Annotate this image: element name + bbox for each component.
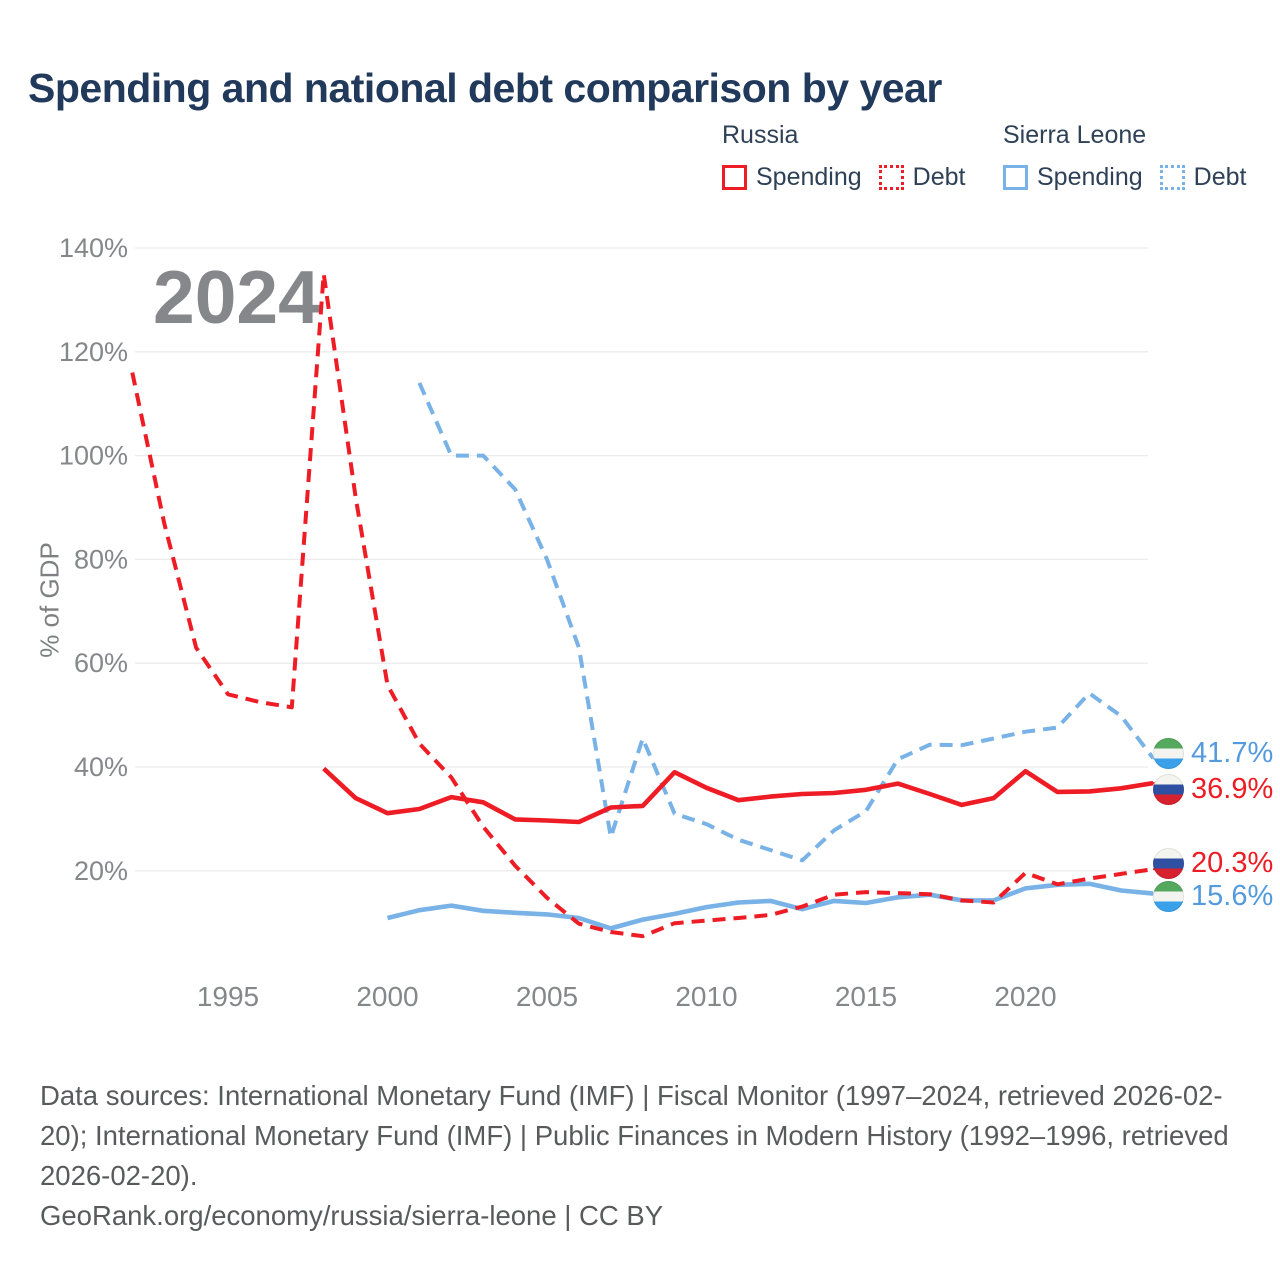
end-value: 15.6% [1191, 880, 1274, 913]
legend-item-russia-debt[interactable]: Debt [878, 163, 966, 192]
series-end-label-russia-debt: 20.3% [1153, 847, 1273, 880]
legend-item-label: Spending [756, 163, 862, 191]
svg-text:2015: 2015 [835, 981, 897, 1012]
legend-item-label: Spending [1037, 163, 1143, 191]
svg-text:1995: 1995 [197, 981, 259, 1012]
russia-debt-swatch-icon [878, 165, 904, 190]
series-end-label-sierra-leone-debt: 41.7% [1153, 737, 1273, 770]
legend-item-label: Debt [912, 163, 966, 191]
svg-text:40%: 40% [74, 752, 128, 782]
svg-text:140%: 140% [59, 233, 128, 263]
end-value: 36.9% [1191, 772, 1274, 805]
svg-text:2000: 2000 [356, 981, 418, 1012]
russia-flag-icon [1153, 847, 1184, 879]
footer: Data sources: International Monetary Fun… [40, 1076, 1240, 1236]
svg-text:80%: 80% [74, 544, 128, 574]
series-end-label-russia-spending: 36.9% [1153, 773, 1273, 806]
legend-country-russia: Russia [722, 121, 799, 149]
svg-text:2020: 2020 [994, 981, 1056, 1012]
legend-item-label: Debt [1193, 163, 1247, 191]
svg-text:2005: 2005 [516, 981, 578, 1012]
legend-item-russia-spending[interactable]: Spending [722, 163, 862, 192]
legend-item-sierra-leone-debt[interactable]: Debt [1159, 163, 1247, 192]
svg-text:120%: 120% [59, 337, 128, 367]
line-chart: 20% 40% 60% 80% 100% 120% 140% 1995 2000 2005 2010… [59, 233, 1164, 1012]
svg-text:20%: 20% [74, 856, 128, 886]
russia-flag-icon [1153, 773, 1184, 805]
data-sources-text: Data sources: International Monetary Fun… [40, 1080, 1229, 1191]
svg-text:2024: 2024 [153, 255, 320, 339]
legend-row-sierra-leone: Spending Debt [1003, 163, 1246, 192]
legend-group-russia: Russia Spending Debt [722, 121, 965, 192]
legend-row-russia: Spending Debt [722, 163, 965, 192]
sierra-leone-debt-swatch-icon [1159, 165, 1185, 190]
sierra-leone-flag-icon [1153, 737, 1184, 769]
legend-group-sierra-leone: Sierra Leone Spending Debt [1003, 121, 1246, 192]
svg-text:2010: 2010 [675, 981, 737, 1012]
credit-link[interactable]: GeoRank.org/economy/russia/sierra-leone … [40, 1200, 664, 1231]
y-axis-label: % of GDP [34, 542, 65, 658]
sierra-leone-flag-icon [1153, 881, 1184, 913]
legend-country-sierra-leone: Sierra Leone [1003, 121, 1147, 149]
sierra-leone-spending-swatch-icon [1003, 165, 1028, 190]
russia-spending-swatch-icon [722, 165, 747, 190]
end-value: 41.7% [1191, 736, 1274, 769]
series-end-label-sierra-leone-spending: 15.6% [1153, 880, 1273, 913]
svg-text:100%: 100% [59, 441, 128, 471]
svg-text:60%: 60% [74, 648, 128, 678]
legend-item-sierra-leone-spending[interactable]: Spending [1003, 163, 1143, 192]
page-title: Spending and national debt comparison by… [28, 65, 942, 112]
end-value: 20.3% [1191, 846, 1274, 879]
